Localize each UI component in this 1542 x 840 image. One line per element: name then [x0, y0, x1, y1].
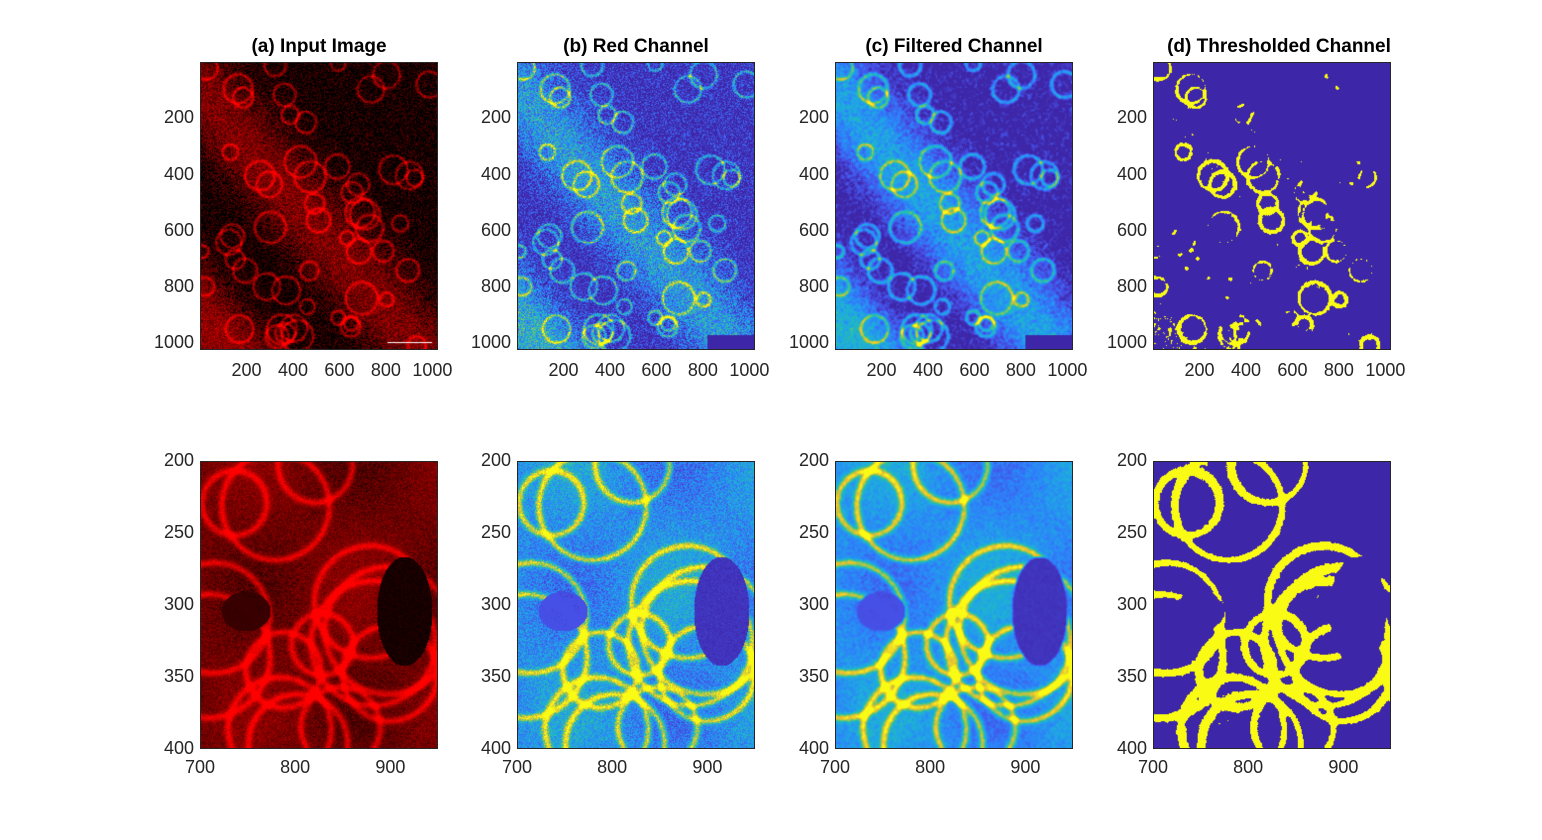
x-tick-top-3-1: 400	[1230, 360, 1261, 380]
y-tick-top-3-2: 600	[1116, 219, 1147, 240]
image-threshold-zoom	[1154, 462, 1390, 748]
y-tick-bottom-0-4: 400	[163, 738, 194, 758]
x-tick-top-0-4: 1000	[412, 360, 453, 380]
x-tick-top-2-3: 800	[1005, 360, 1036, 380]
y-tick-bottom-2-0: 200	[798, 450, 829, 470]
panel-red-channel-zoom	[517, 461, 755, 749]
y-tick-bottom-1-1: 250	[480, 522, 511, 542]
x-tick-bottom-2-0: 700	[819, 757, 851, 777]
panel-red-channel-full	[517, 62, 755, 350]
image-threshold-full	[1154, 63, 1390, 349]
y-tick-top-1-4: 1000	[470, 332, 511, 353]
x-tick-top-3-3: 800	[1323, 360, 1354, 380]
y-tick-bottom-0-0: 200	[163, 450, 194, 470]
y-tick-bottom-0-2: 300	[163, 594, 194, 614]
x-tick-bottom-3-1: 800	[1233, 757, 1264, 777]
x-tick-top-2-1: 400	[912, 360, 943, 380]
x-tick-bottom-1-0: 700	[501, 757, 533, 777]
y-tick-bottom-2-3: 350	[798, 666, 829, 686]
y-tick-top-3-1: 400	[1116, 163, 1147, 184]
x-tick-bottom-1-1: 800	[597, 757, 628, 777]
y-tick-bottom-3-0: 200	[1116, 450, 1147, 470]
x-tick-bottom-0-2: 900	[375, 757, 406, 777]
x-tick-bottom-3-2: 900	[1328, 757, 1359, 777]
x-tick-bottom-0-0: 700	[184, 757, 216, 777]
y-tick-bottom-1-0: 200	[480, 450, 511, 470]
x-tick-top-2-2: 600	[959, 360, 990, 380]
title-thresholded-channel: (d) Thresholded Channel	[1167, 36, 1391, 57]
y-tick-bottom-1-3: 350	[480, 666, 511, 686]
y-tick-top-0-2: 600	[163, 219, 194, 240]
x-tick-top-1-1: 400	[594, 360, 625, 380]
y-tick-top-3-0: 200	[1116, 107, 1147, 128]
y-tick-bottom-2-4: 400	[798, 738, 829, 758]
y-tick-bottom-0-3: 350	[163, 666, 194, 686]
x-tick-top-1-2: 600	[641, 360, 672, 380]
y-tick-bottom-2-1: 250	[798, 522, 829, 542]
y-tick-top-3-4: 1000	[1106, 332, 1147, 353]
y-tick-top-3-3: 800	[1116, 276, 1147, 296]
x-tick-bottom-1-2: 900	[692, 757, 723, 777]
y-tick-top-1-1: 400	[480, 163, 511, 184]
x-tick-top-3-0: 200	[1184, 360, 1215, 380]
y-tick-top-0-0: 200	[163, 107, 194, 128]
y-tick-top-0-4: 1000	[153, 332, 194, 353]
image-filtered-zoom	[836, 462, 1072, 748]
y-tick-top-2-2: 600	[798, 219, 829, 240]
x-tick-bottom-2-1: 800	[915, 757, 946, 777]
x-tick-top-3-4: 1000	[1365, 360, 1406, 380]
panel-input-image-zoom	[200, 461, 438, 749]
x-tick-top-1-3: 800	[687, 360, 718, 380]
image-red-zoom	[518, 462, 754, 748]
y-tick-top-0-3: 800	[163, 276, 194, 296]
y-tick-bottom-3-4: 400	[1116, 738, 1147, 758]
x-tick-top-2-4: 1000	[1047, 360, 1088, 380]
y-tick-top-0-1: 400	[163, 163, 194, 184]
image-input-zoom	[201, 462, 437, 748]
y-tick-bottom-3-1: 250	[1116, 522, 1147, 542]
y-tick-bottom-1-2: 300	[480, 594, 511, 614]
x-tick-top-1-4: 1000	[729, 360, 770, 380]
image-red-full	[518, 63, 754, 349]
y-tick-top-2-3: 800	[798, 276, 829, 296]
y-tick-bottom-3-2: 300	[1116, 594, 1147, 614]
panel-thresholded-channel-full	[1153, 62, 1391, 350]
x-tick-bottom-2-2: 900	[1010, 757, 1041, 777]
panel-filtered-channel-zoom	[835, 461, 1073, 749]
title-red-channel: (b) Red Channel	[563, 36, 709, 57]
title-input-image: (a) Input Image	[251, 36, 387, 57]
y-tick-top-2-0: 200	[798, 107, 829, 128]
image-input-full	[201, 63, 437, 349]
y-tick-top-2-1: 400	[798, 163, 829, 184]
panel-input-image-full	[200, 62, 438, 350]
title-filtered-channel: (c) Filtered Channel	[865, 36, 1043, 57]
image-filtered-full	[836, 63, 1072, 349]
x-tick-top-0-1: 400	[277, 360, 308, 380]
y-tick-bottom-2-2: 300	[798, 594, 829, 614]
y-tick-top-1-2: 600	[480, 219, 511, 240]
x-tick-top-0-3: 800	[370, 360, 401, 380]
x-tick-top-0-0: 200	[231, 360, 262, 380]
panel-filtered-channel-full	[835, 62, 1073, 350]
x-tick-top-1-0: 200	[548, 360, 579, 380]
x-tick-top-0-2: 600	[324, 360, 355, 380]
y-tick-top-1-3: 800	[480, 276, 511, 296]
x-tick-bottom-3-0: 700	[1137, 757, 1169, 777]
y-tick-bottom-3-3: 350	[1116, 666, 1147, 686]
panel-thresholded-channel-zoom	[1153, 461, 1391, 749]
y-tick-top-1-0: 200	[480, 107, 511, 128]
x-tick-top-2-0: 200	[866, 360, 897, 380]
y-tick-bottom-1-4: 400	[480, 738, 511, 758]
y-tick-bottom-0-1: 250	[163, 522, 194, 542]
x-tick-bottom-0-1: 800	[280, 757, 311, 777]
y-tick-top-2-4: 1000	[788, 332, 829, 353]
x-tick-top-3-2: 600	[1277, 360, 1308, 380]
